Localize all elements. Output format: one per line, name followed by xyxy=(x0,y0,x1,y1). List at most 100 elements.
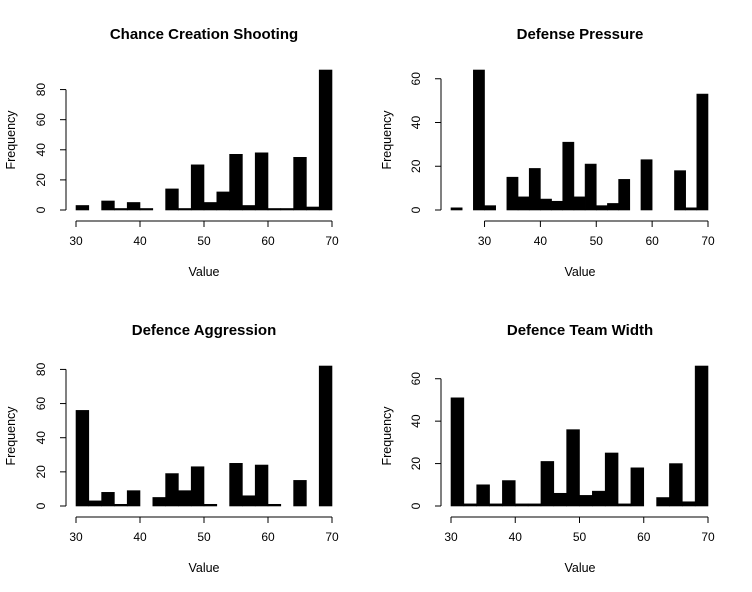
x-tick-label: 50 xyxy=(197,530,211,544)
x-axis: 30 40 50 60 70 xyxy=(444,516,715,544)
histogram-bar xyxy=(101,492,115,507)
y-axis-label: Frequency xyxy=(380,406,394,466)
x-tick-label: 50 xyxy=(573,530,587,544)
histogram-bar xyxy=(527,503,542,507)
x-tick-label: 60 xyxy=(261,234,275,248)
x-tick-label: 30 xyxy=(478,234,492,248)
y-tick-label: 80 xyxy=(34,362,48,376)
x-tick-label: 70 xyxy=(325,530,339,544)
histogram-bar xyxy=(579,495,593,507)
histogram-bar xyxy=(517,196,530,211)
histogram-bar xyxy=(139,208,154,211)
x-tick-label: 60 xyxy=(261,530,275,544)
histogram-bar xyxy=(681,501,696,507)
histogram-bar xyxy=(502,480,516,507)
histogram-bar xyxy=(152,497,166,507)
y-axis-label: Frequency xyxy=(380,110,394,170)
x-tick-label: 30 xyxy=(444,530,458,544)
y-tick-label: 20 xyxy=(409,159,423,173)
panel-defense-pressure: Defense Pressure Value Frequency 30 40 50 6… xyxy=(380,26,715,279)
histogram-bar xyxy=(540,461,555,507)
y-tick-label: 80 xyxy=(34,83,48,97)
x-tick-label: 70 xyxy=(701,234,715,248)
histogram-bar xyxy=(463,503,478,507)
histogram-bar xyxy=(216,191,230,211)
y-axis: 0 20 40 60 xyxy=(409,372,442,509)
y-tick-label: 40 xyxy=(34,143,48,157)
panel-chance-creation-shooting: Chance Creation Shooting Value Frequency… xyxy=(4,26,339,279)
histogram-bar xyxy=(450,207,463,211)
histogram-bar xyxy=(293,157,307,211)
y-tick-label: 60 xyxy=(34,397,48,411)
histogram-bar xyxy=(551,200,564,211)
histogram-bar xyxy=(126,202,141,211)
y-tick-label: 0 xyxy=(34,502,48,509)
x-tick-label: 40 xyxy=(509,530,523,544)
histogram-bar xyxy=(267,503,282,507)
histogram-bar xyxy=(694,365,709,507)
x-tick-label: 40 xyxy=(534,234,548,248)
y-tick-label: 40 xyxy=(34,431,48,445)
y-tick-label: 0 xyxy=(409,502,423,509)
histogram-bar xyxy=(595,205,608,211)
x-axis: 30 40 50 60 70 xyxy=(478,220,715,248)
histogram-bar xyxy=(604,452,619,507)
histogram-bar xyxy=(242,495,256,507)
x-tick-label: 40 xyxy=(133,234,147,248)
x-axis-label: Value xyxy=(188,561,219,575)
histogram-bar xyxy=(584,163,597,211)
histogram-bar xyxy=(618,179,631,211)
histogram-bar xyxy=(190,466,205,507)
histogram-bar xyxy=(318,69,333,211)
x-tick-label: 70 xyxy=(325,234,339,248)
histogram-bar xyxy=(75,410,90,507)
histogram-bar xyxy=(514,503,529,507)
x-axis-label: Value xyxy=(564,265,595,279)
x-axis: 30 40 50 60 70 xyxy=(69,220,339,248)
histogram-bar xyxy=(640,159,653,211)
histogram-bar xyxy=(506,176,519,211)
histogram-bar xyxy=(280,208,294,211)
histogram-bar xyxy=(229,154,243,211)
histogram-bar xyxy=(254,152,269,211)
histogram-bar xyxy=(573,196,586,211)
histogram-bar xyxy=(566,429,580,507)
histogram-bar xyxy=(540,198,552,211)
histogram-bar xyxy=(685,207,698,211)
x-tick-label: 50 xyxy=(590,234,604,248)
y-axis: 0 20 40 60 xyxy=(409,72,442,213)
y-tick-label: 20 xyxy=(409,457,423,471)
histogram-bar xyxy=(190,164,205,211)
panel-defence-aggression: Defence Aggression Value Frequency 30 40 5… xyxy=(4,322,339,575)
histogram-bar xyxy=(178,208,192,211)
x-tick-label: 60 xyxy=(645,234,659,248)
histogram-bar xyxy=(114,503,128,507)
bars xyxy=(75,69,333,211)
histogram-bar xyxy=(318,365,333,507)
chart-title: Defence Aggression xyxy=(132,322,277,339)
y-tick-label: 60 xyxy=(409,372,423,386)
histogram-bar xyxy=(88,500,102,507)
histogram-bar xyxy=(592,490,606,507)
x-axis-label: Value xyxy=(188,265,219,279)
y-tick-label: 60 xyxy=(409,72,423,86)
histogram-bar xyxy=(617,503,632,507)
histogram-bar xyxy=(293,480,307,507)
bars xyxy=(450,365,709,507)
x-axis-label: Value xyxy=(564,561,595,575)
histogram-bar xyxy=(630,467,645,507)
y-axis-label: Frequency xyxy=(4,110,18,170)
histogram-bar xyxy=(674,170,686,211)
y-axis-label: Frequency xyxy=(4,406,18,466)
y-axis: 0 20 40 60 80 xyxy=(34,83,67,213)
bars xyxy=(450,69,709,211)
histogram-bar xyxy=(484,205,496,211)
histogram-bar xyxy=(553,492,567,507)
histogram-bar xyxy=(254,464,269,507)
histogram-bar xyxy=(696,93,709,211)
histogram-bar xyxy=(242,205,256,211)
x-tick-label: 30 xyxy=(69,234,83,248)
histogram-bar xyxy=(450,397,465,507)
histogram-bar xyxy=(473,69,485,211)
